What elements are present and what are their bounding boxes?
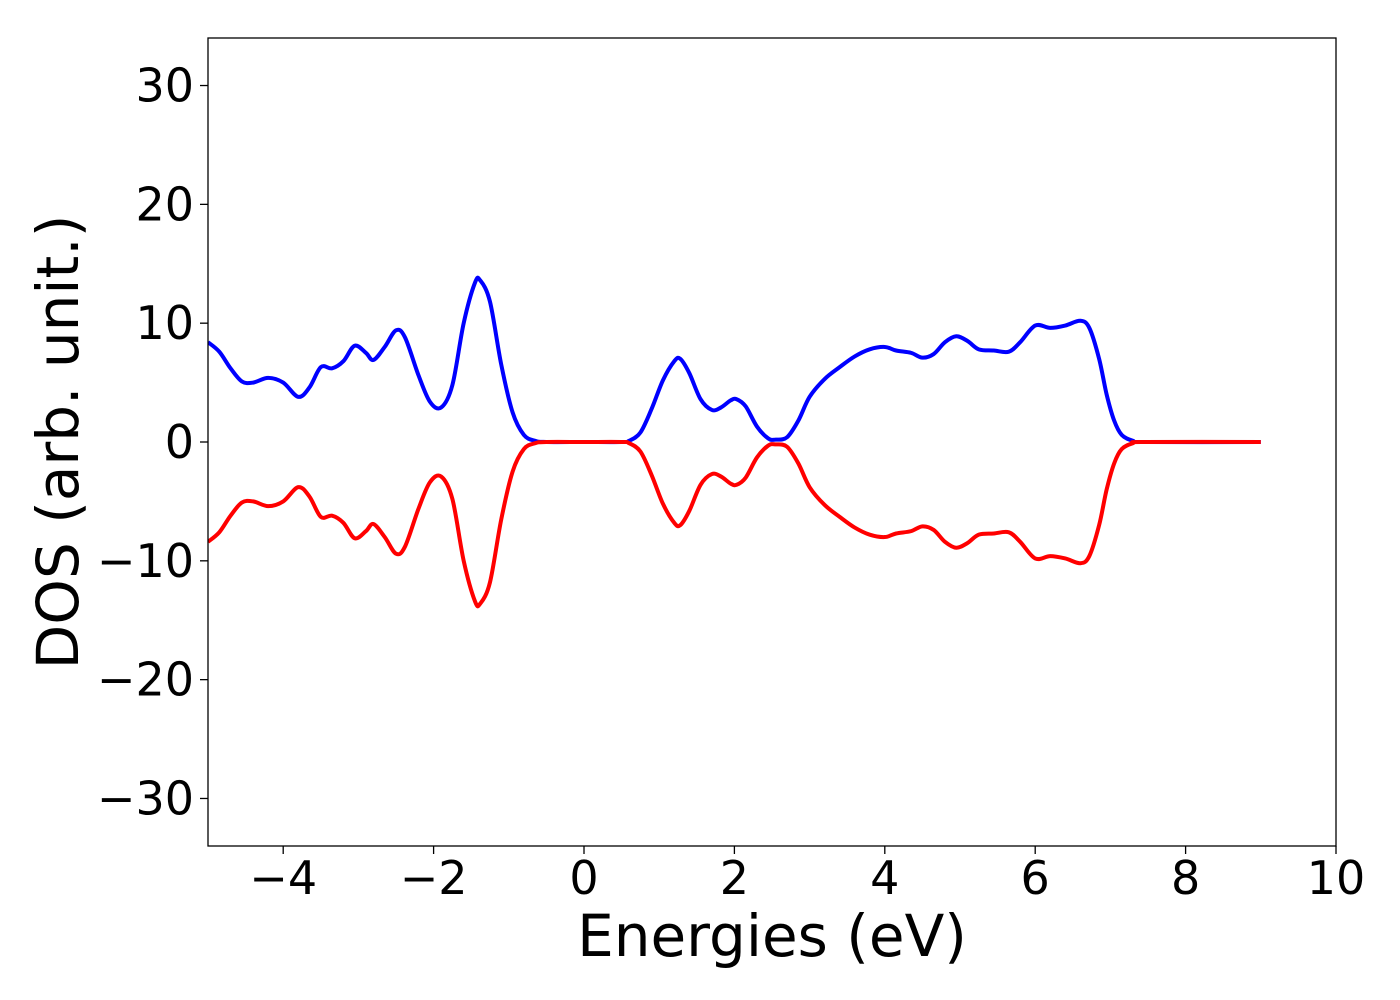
x-tick-label: 6 xyxy=(1021,851,1050,905)
y-axis-ticks: −30 −20 −10 0 10 20 30 xyxy=(97,59,208,825)
dos-series-line-blue xyxy=(208,275,1261,445)
x-tick-label: 8 xyxy=(1171,851,1200,905)
y-tick-label: −30 xyxy=(97,771,194,825)
y-tick-label: −20 xyxy=(97,653,194,707)
y-tick-label: 10 xyxy=(135,296,194,350)
x-tick-label: 2 xyxy=(720,851,749,905)
x-tick-label: −2 xyxy=(400,851,468,905)
x-tick-label: 10 xyxy=(1307,851,1366,905)
y-axis-label: DOS (arb. unit.) xyxy=(24,215,92,670)
y-tick-label: 30 xyxy=(135,59,194,113)
x-tick-label: −4 xyxy=(249,851,317,905)
y-tick-label: −10 xyxy=(97,534,194,588)
y-tick-label: 20 xyxy=(135,177,194,231)
dos-series-line-red xyxy=(208,439,1261,609)
y-tick-label: 0 xyxy=(165,415,194,469)
x-axis-label: Energies (eV) xyxy=(577,902,967,970)
x-tick-label: 0 xyxy=(569,851,598,905)
plot-series-group xyxy=(208,275,1261,609)
x-tick-label: 4 xyxy=(870,851,899,905)
x-axis-ticks: −4 −2 0 2 4 6 8 10 xyxy=(249,846,1365,905)
